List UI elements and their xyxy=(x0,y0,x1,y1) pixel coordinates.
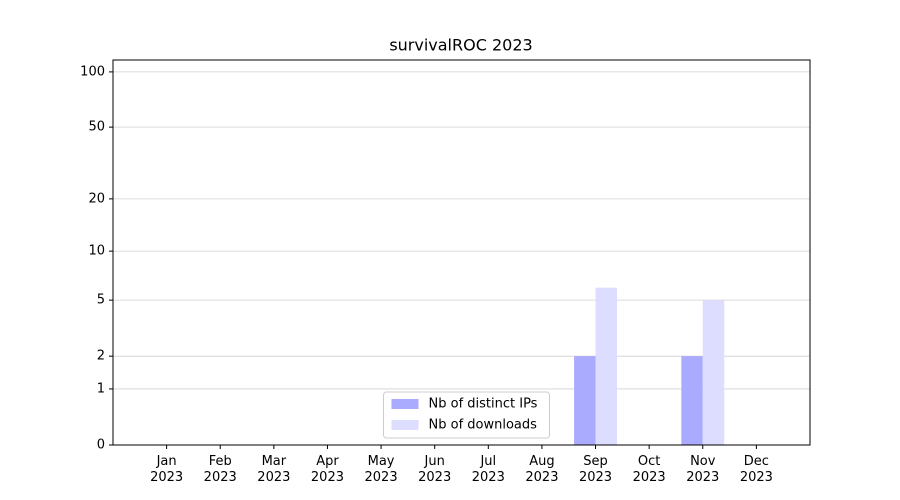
bar xyxy=(702,300,725,445)
legend-label: Nb of downloads xyxy=(429,418,538,433)
x-tick-label: Nov 2023 xyxy=(686,454,719,485)
chart-title: survivalROC 2023 xyxy=(389,36,532,55)
y-tick-label: 1 xyxy=(97,381,105,396)
y-tick-label: 2 xyxy=(97,349,105,364)
x-tick-label: Jul 2023 xyxy=(472,454,505,485)
legend-swatch xyxy=(391,420,419,430)
y-tick-label: 5 xyxy=(97,293,105,308)
x-tick-label: Aug 2023 xyxy=(525,454,558,485)
plot-frame xyxy=(112,59,811,446)
x-tick-label: Apr 2023 xyxy=(311,454,344,485)
x-tick-label: Sep 2023 xyxy=(579,454,612,485)
x-tick-label: Jun 2023 xyxy=(418,454,451,485)
legend-swatch xyxy=(391,399,419,409)
y-tick-label: 10 xyxy=(88,244,105,259)
bar xyxy=(595,287,617,445)
bar xyxy=(574,356,596,445)
y-tick-label: 0 xyxy=(97,438,105,453)
x-tick-label: May 2023 xyxy=(365,454,398,485)
y-tick-label: 50 xyxy=(88,120,105,135)
legend-label: Nb of distinct IPs xyxy=(429,397,538,412)
x-tick-label: Feb 2023 xyxy=(204,454,237,485)
bar xyxy=(681,356,703,445)
y-tick-label: 100 xyxy=(80,64,105,79)
x-tick-label: Jan 2023 xyxy=(150,454,183,485)
x-tick-label: Oct 2023 xyxy=(633,454,666,485)
legend-box xyxy=(383,391,550,439)
x-tick-label: Mar 2023 xyxy=(257,454,290,485)
y-tick-label: 20 xyxy=(88,191,105,206)
x-tick-label: Dec 2023 xyxy=(740,454,773,485)
